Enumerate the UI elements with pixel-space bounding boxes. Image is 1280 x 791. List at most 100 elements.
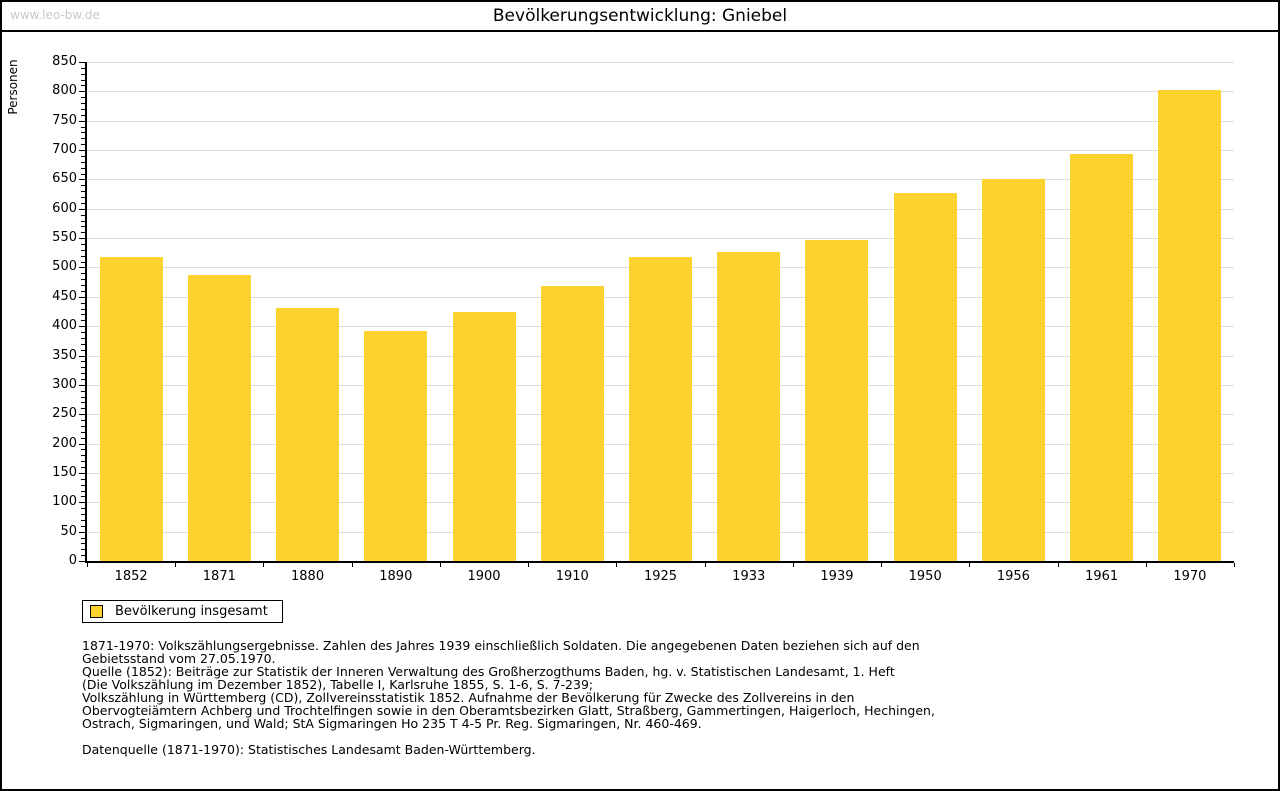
y-minor-tick <box>81 108 85 110</box>
y-minor-tick <box>81 320 85 322</box>
x-boundary-tick <box>351 563 353 567</box>
x-tick-label: 1939 <box>820 569 854 584</box>
y-minor-tick <box>81 290 85 292</box>
y-major-tick <box>79 267 85 269</box>
bar-1925 <box>629 256 692 561</box>
y-minor-tick <box>81 308 85 310</box>
x-boundary-tick <box>969 563 971 567</box>
y-minor-tick <box>81 232 85 234</box>
legend-label: Bevölkerung insgesamt <box>115 604 268 619</box>
y-minor-tick <box>81 461 85 463</box>
y-major-tick <box>79 150 85 152</box>
y-minor-tick <box>81 144 85 146</box>
y-minor-tick <box>81 337 85 339</box>
y-tick-label: 700 <box>52 142 77 158</box>
gridline <box>87 238 1234 240</box>
y-minor-tick <box>81 537 85 539</box>
x-tick-label: 1961 <box>1085 569 1119 584</box>
x-boundary-tick <box>1145 563 1147 567</box>
bar-1910 <box>540 286 604 561</box>
bar-1970 <box>1158 89 1222 561</box>
y-minor-tick <box>81 226 85 228</box>
gridline <box>87 150 1234 152</box>
y-major-tick <box>79 531 85 533</box>
x-axis-line <box>85 561 1234 563</box>
x-tick-label: 1880 <box>291 569 325 584</box>
y-minor-tick <box>81 349 85 351</box>
y-major-tick <box>79 443 85 445</box>
y-minor-tick <box>81 197 85 199</box>
x-boundary-tick <box>1057 563 1059 567</box>
x-tick-label: 1890 <box>379 569 413 584</box>
x-boundary-tick <box>881 563 883 567</box>
x-boundary-tick <box>528 563 530 567</box>
y-major-tick <box>79 414 85 416</box>
y-minor-tick <box>81 396 85 398</box>
gridline <box>87 120 1234 122</box>
y-minor-tick <box>81 455 85 457</box>
footnote-line: Gebietsstand vom 27.05.1970. <box>82 651 276 666</box>
watermark: www.leo-bw.de <box>10 8 100 22</box>
y-minor-tick <box>81 114 85 116</box>
y-major-tick <box>79 120 85 122</box>
y-tick-label: 500 <box>52 259 77 275</box>
y-major-tick <box>79 502 85 504</box>
legend: Bevölkerung insgesamt <box>82 600 283 623</box>
x-tick-label: 1925 <box>643 569 678 584</box>
x-tick-label: 1950 <box>908 569 942 584</box>
y-minor-tick <box>81 132 85 134</box>
bar-1950 <box>893 192 957 561</box>
y-minor-tick <box>81 519 85 521</box>
y-tick-label: 0 <box>68 553 77 568</box>
y-minor-tick <box>81 167 85 169</box>
footnote-line: Obervogteiämtern Achberg und Trochtelfin… <box>82 703 935 718</box>
y-minor-tick <box>81 379 85 380</box>
y-minor-tick <box>81 67 85 69</box>
x-tick-label: 1956 <box>996 569 1030 584</box>
y-minor-tick <box>81 249 85 251</box>
y-minor-tick <box>81 103 85 105</box>
y-minor-tick <box>81 555 85 557</box>
y-major-tick <box>79 472 85 474</box>
y-axis-line <box>85 62 87 563</box>
y-minor-tick <box>81 155 85 157</box>
footnote-line: Quelle (1852): Beiträge zur Statistik de… <box>82 664 895 679</box>
footnote-line: 1871-1970: Volkszählungsergebnisse. Zahl… <box>82 638 920 653</box>
y-minor-tick <box>81 425 85 427</box>
y-minor-tick <box>81 243 85 245</box>
y-minor-tick <box>81 214 85 216</box>
footnote-line: (Die Volkszählung im Dezember 1852), Tab… <box>82 677 594 692</box>
y-tick-label: 50 <box>60 523 77 539</box>
y-minor-tick <box>81 255 85 257</box>
y-tick-label: 350 <box>52 347 77 363</box>
y-major-tick <box>79 296 85 298</box>
x-boundary-tick <box>616 563 618 567</box>
bar-1852 <box>99 257 163 561</box>
y-tick-label: 600 <box>52 200 77 216</box>
y-minor-tick <box>81 478 85 480</box>
x-boundary-tick <box>87 563 88 567</box>
y-minor-tick <box>81 191 85 193</box>
x-boundary-tick <box>439 563 441 567</box>
chart-title: Bevölkerungsentwicklung: Gniebel <box>492 6 788 26</box>
y-tick-label: 250 <box>52 406 77 422</box>
x-boundary-tick <box>175 563 177 567</box>
y-tick-label: 850 <box>52 54 77 69</box>
y-major-tick <box>79 384 85 386</box>
bar-1939 <box>805 239 869 561</box>
plot-area: 0 50 100 150 200 250 300 350 400 450 500 550 600 650 7… <box>52 55 1235 584</box>
y-major-tick <box>79 91 85 93</box>
y-minor-tick <box>81 261 85 263</box>
y-minor-tick <box>81 449 85 451</box>
footnote-line: Volkszählung in Württemberg (CD), Zollve… <box>82 690 855 705</box>
y-major-tick <box>79 208 85 210</box>
x-boundary-tick <box>792 563 794 567</box>
y-minor-tick <box>81 402 85 404</box>
y-minor-tick <box>81 514 85 516</box>
y-minor-tick <box>81 496 85 498</box>
y-minor-tick <box>81 367 85 369</box>
bar-1961 <box>1070 153 1134 561</box>
x-tick-label: 1970 <box>1173 569 1207 584</box>
gridline <box>87 62 1234 63</box>
